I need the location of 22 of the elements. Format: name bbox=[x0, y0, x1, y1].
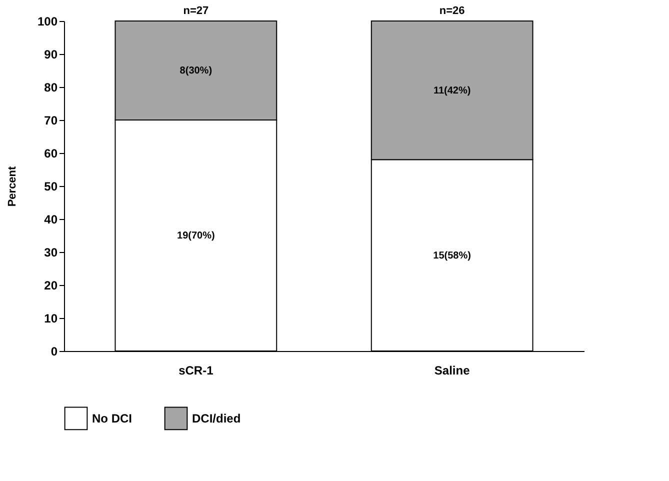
y-tick-label: 80 bbox=[44, 80, 58, 94]
data-label: 19(70%) bbox=[177, 230, 215, 242]
x-tick-label: Saline bbox=[434, 364, 470, 378]
y-tick-label: 0 bbox=[50, 344, 58, 358]
y-tick-label: 50 bbox=[44, 180, 58, 194]
legend-label: DCI/died bbox=[192, 411, 241, 426]
legend-label: No DCI bbox=[92, 411, 132, 426]
y-tick-label: 100 bbox=[37, 14, 58, 28]
annotation: n=26 bbox=[439, 5, 465, 17]
data-label: 8(30%) bbox=[180, 66, 212, 76]
y-axis-title: Percent bbox=[6, 166, 18, 207]
y-tick-label: 40 bbox=[44, 212, 58, 226]
y-tick-label: 20 bbox=[44, 278, 58, 292]
x-tick-label: sCR-1 bbox=[178, 364, 214, 378]
y-tick-label: 30 bbox=[44, 246, 58, 260]
annotation: n=27 bbox=[183, 5, 209, 17]
data-label: 15(58%) bbox=[433, 250, 471, 262]
data-label: 11(42%) bbox=[433, 85, 471, 96]
y-tick-label: 90 bbox=[44, 48, 58, 62]
y-tick-label: 70 bbox=[44, 114, 58, 128]
y-tick-label: 60 bbox=[44, 146, 58, 160]
y-tick-label: 10 bbox=[44, 312, 58, 326]
